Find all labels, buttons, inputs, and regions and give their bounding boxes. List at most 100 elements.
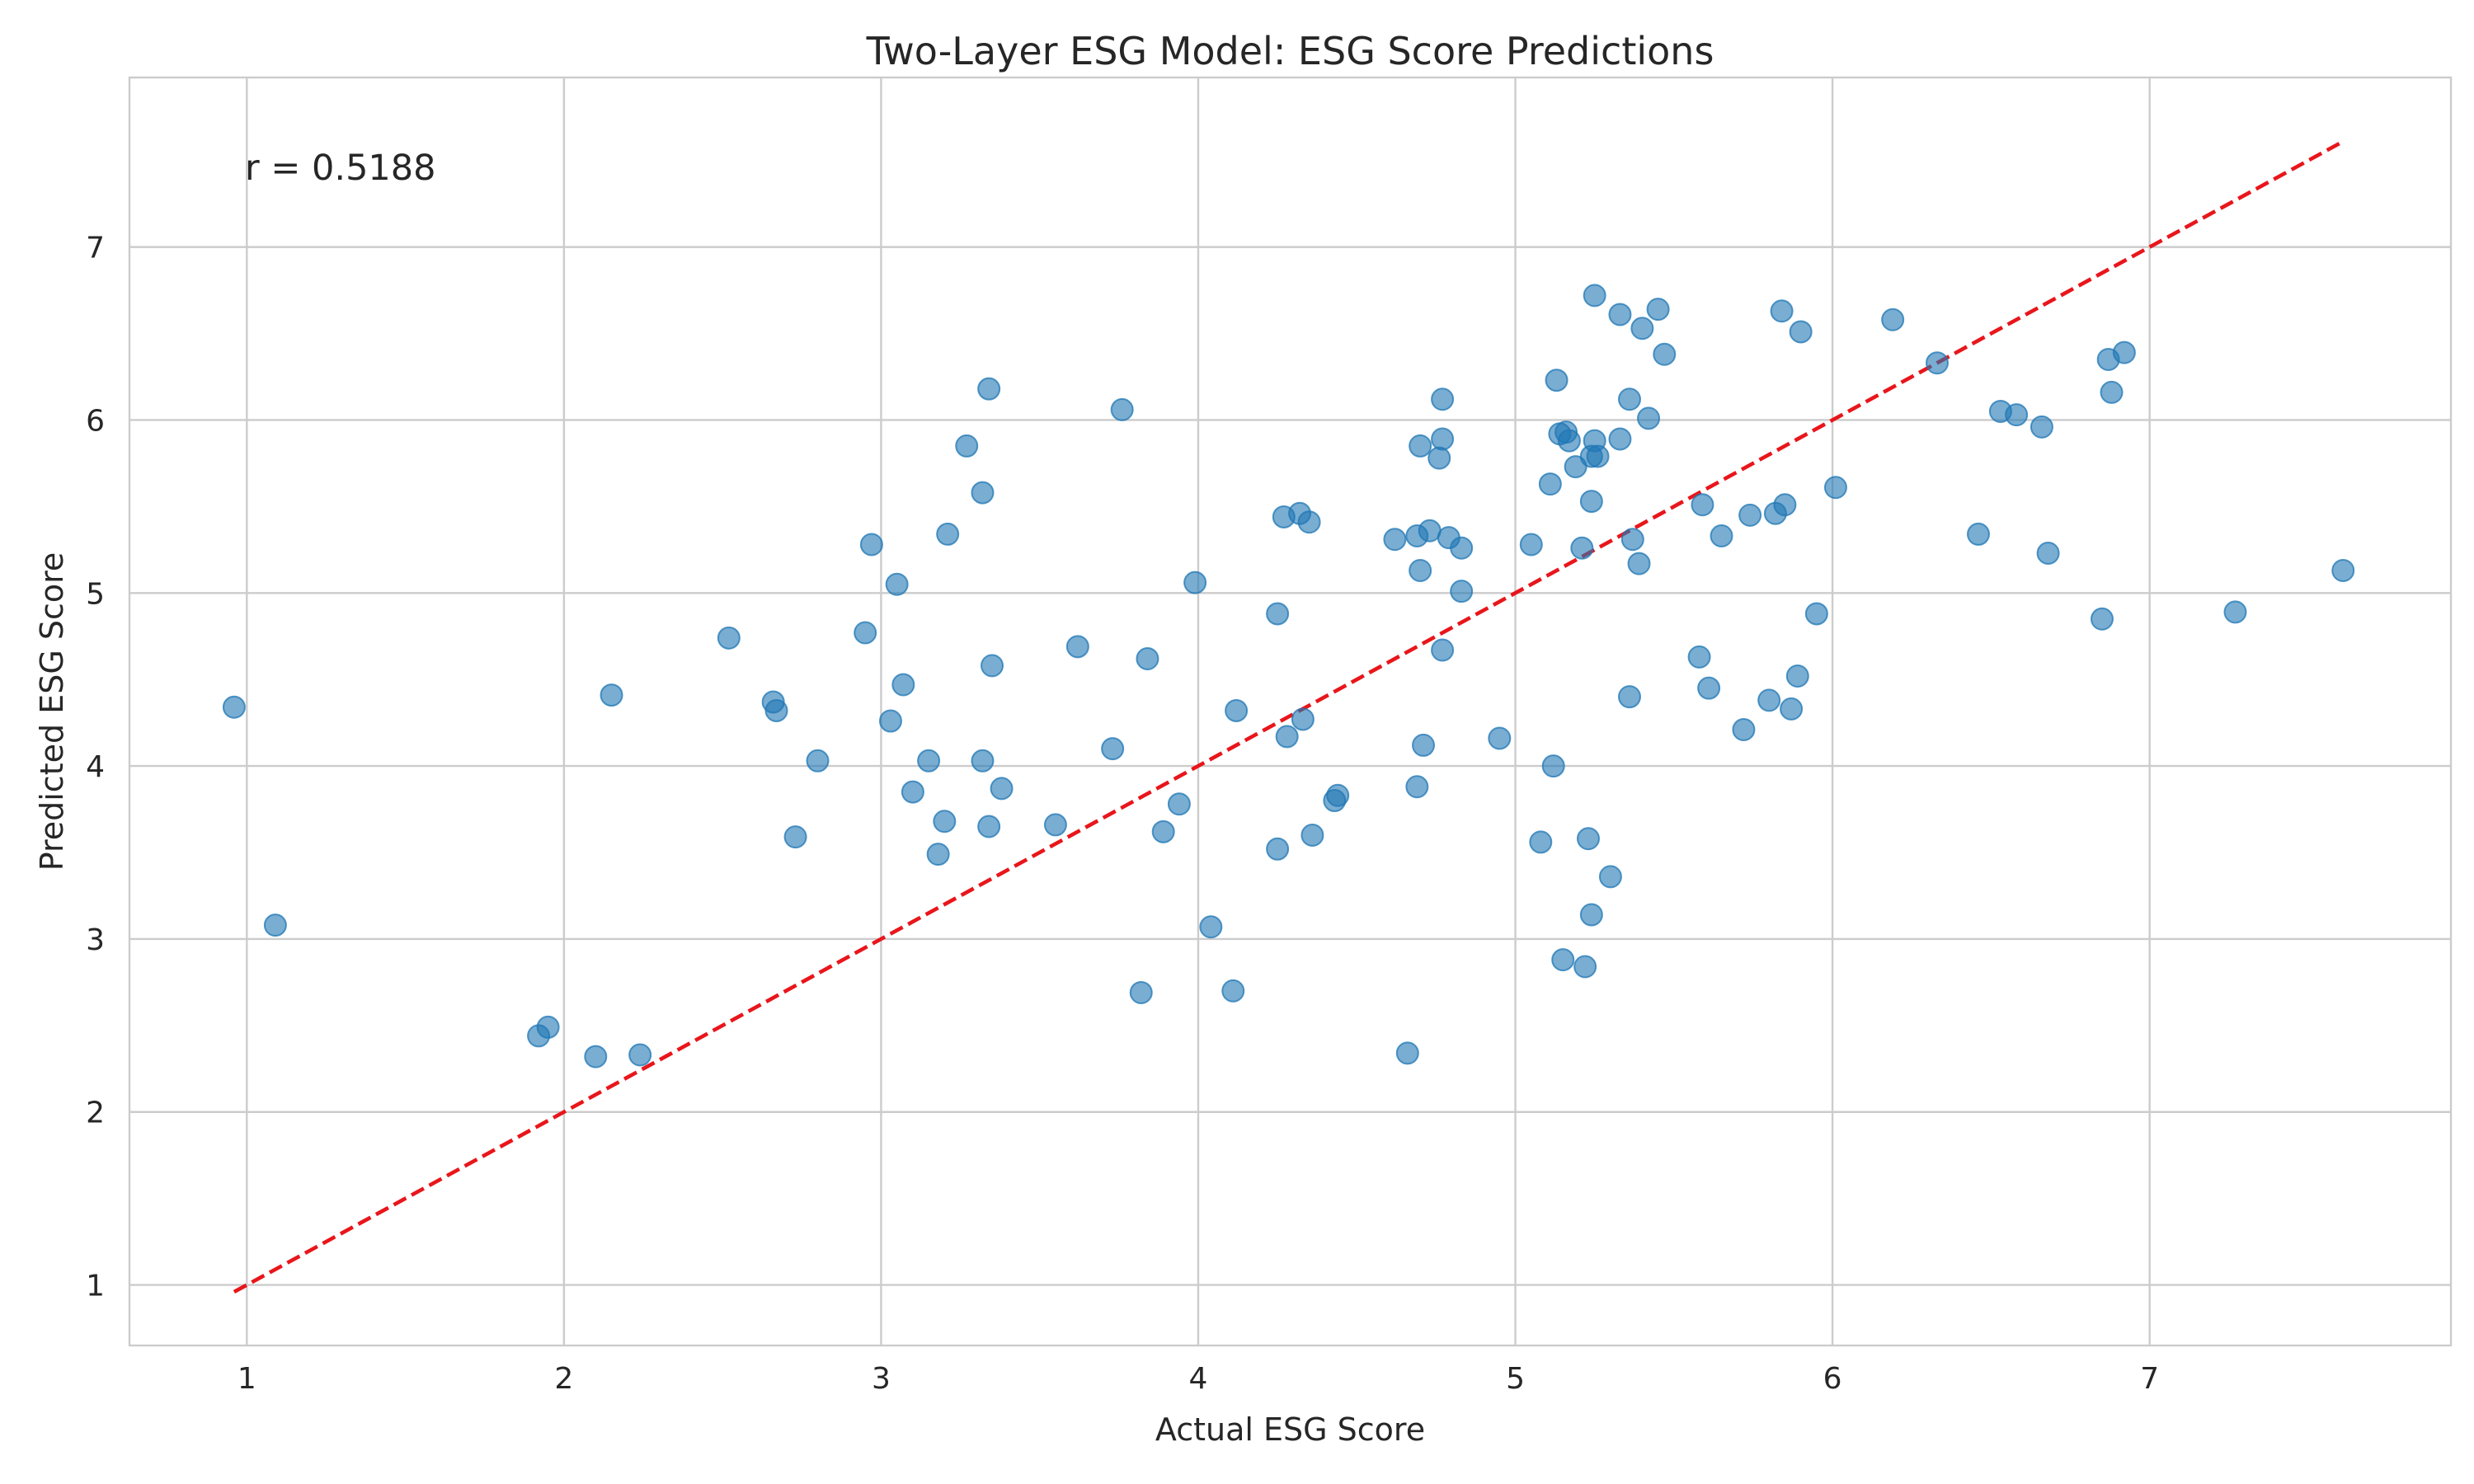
- scatter-point: [1412, 733, 1436, 757]
- scatter-point: [1608, 427, 1632, 451]
- scatter-point: [2100, 380, 2124, 404]
- scatter-point: [926, 843, 950, 866]
- scatter-point: [885, 572, 909, 596]
- scatter-point: [1804, 602, 1828, 626]
- scatter-point: [2223, 600, 2247, 624]
- horizontal-gridlines: [129, 246, 2451, 1286]
- y-tick-label: 6: [86, 404, 105, 438]
- scatter-point: [1691, 493, 1714, 517]
- scatter-point: [1823, 476, 1847, 500]
- scatter-point: [1101, 737, 1125, 761]
- y-tick-label: 1: [86, 1270, 105, 1303]
- data-points: [222, 284, 2355, 1068]
- scatter-point: [971, 749, 995, 773]
- scatter-point: [806, 749, 830, 773]
- scatter-point: [1738, 503, 1762, 527]
- scatter-point: [1065, 635, 1089, 659]
- scatter-point: [1225, 698, 1249, 722]
- reference-line-group: [233, 139, 2345, 1294]
- scatter-point: [1409, 558, 1432, 582]
- scatter-point: [1129, 980, 1153, 1004]
- scatter-point: [1627, 552, 1651, 575]
- scatter-point: [1431, 638, 1455, 662]
- scatter-point: [2030, 415, 2053, 439]
- scatter-point: [1291, 707, 1315, 731]
- scatter-point: [1167, 792, 1191, 816]
- scatter-point: [1583, 284, 1606, 308]
- y-tick-label: 2: [86, 1097, 105, 1130]
- chart-title: Two-Layer ESG Model: ESG Score Predictio…: [866, 29, 1714, 73]
- y-tick-label: 4: [86, 750, 105, 784]
- scatter-point: [2005, 403, 2029, 427]
- scatter-point: [1199, 915, 1223, 939]
- y-tick-label: 7: [86, 232, 105, 265]
- scatter-point: [1881, 308, 1905, 331]
- scatter-point: [977, 377, 1001, 401]
- scatter-point: [1431, 427, 1455, 451]
- scatter-point: [1221, 979, 1245, 1003]
- scatter-point: [1409, 434, 1432, 458]
- scatter-point: [1541, 754, 1565, 778]
- scatter-point: [1773, 493, 1797, 517]
- scatter-point: [955, 434, 979, 458]
- x-tick-label: 3: [872, 1362, 891, 1396]
- scatter-point: [2090, 607, 2114, 631]
- scatter-point: [1136, 647, 1159, 671]
- scatter-point: [1275, 725, 1299, 749]
- scatter-point: [1151, 819, 1175, 843]
- scatter-point: [628, 1043, 652, 1067]
- scatter-point: [977, 815, 1001, 838]
- scatter-point: [1608, 303, 1632, 326]
- scatter-point: [1529, 830, 1553, 854]
- scatter-point: [1405, 775, 1429, 799]
- scatter-point: [1710, 524, 1733, 548]
- scatter-point: [1697, 676, 1721, 700]
- scatter-point: [1564, 455, 1587, 479]
- scatter-point: [1043, 813, 1067, 837]
- scatter-point: [717, 626, 741, 650]
- scatter-point: [1266, 837, 1290, 861]
- scatter-point: [1326, 783, 1350, 807]
- x-tick-label: 2: [554, 1362, 573, 1396]
- vertical-gridlines: [246, 77, 2151, 1345]
- scatter-point: [990, 777, 1014, 801]
- y-tick-labels: 1 2 3 4 5 6 7: [86, 232, 105, 1303]
- scatter-point: [891, 673, 915, 697]
- scatter-point: [1266, 602, 1290, 626]
- scatter-point: [878, 709, 902, 733]
- scatter-point: [1488, 726, 1512, 750]
- scatter-point: [1431, 387, 1455, 411]
- reference-line: [233, 139, 2345, 1294]
- scatter-point: [536, 1015, 560, 1039]
- y-tick-label: 5: [86, 577, 105, 611]
- scatter-point: [2036, 542, 2060, 566]
- scatter-point: [1579, 490, 1603, 514]
- scatter-point: [600, 683, 623, 707]
- x-axis-label: Actual ESG Score: [1155, 1411, 1425, 1448]
- y-tick-label: 3: [86, 923, 105, 957]
- plot-frame: [128, 76, 2453, 1347]
- scatter-point: [1551, 948, 1575, 972]
- scatter-point: [1586, 444, 1610, 468]
- scatter-point: [1687, 645, 1711, 669]
- scatter-point: [783, 825, 807, 849]
- scatter-point: [1450, 580, 1474, 603]
- scatter-point: [1183, 571, 1207, 594]
- correlation-annotation: r = 0.5188: [245, 148, 436, 189]
- scatter-point: [1967, 522, 1991, 546]
- x-tick-label: 5: [1506, 1362, 1525, 1396]
- x-tick-label: 4: [1189, 1362, 1208, 1396]
- scatter-point: [971, 481, 995, 505]
- scatter-point: [1450, 536, 1474, 560]
- scatter-point: [1576, 827, 1600, 851]
- scatter-point: [859, 533, 883, 556]
- x-tick-labels: 1 2 3 4 5 6 7: [238, 1362, 2159, 1396]
- scatter-point: [1617, 685, 1641, 709]
- x-tick-label: 7: [2140, 1362, 2159, 1396]
- scatter-point: [1653, 342, 1677, 366]
- scatter-point: [1427, 446, 1451, 470]
- x-tick-label: 1: [238, 1362, 256, 1396]
- scatter-point: [222, 695, 246, 719]
- scatter-point: [1785, 664, 1809, 688]
